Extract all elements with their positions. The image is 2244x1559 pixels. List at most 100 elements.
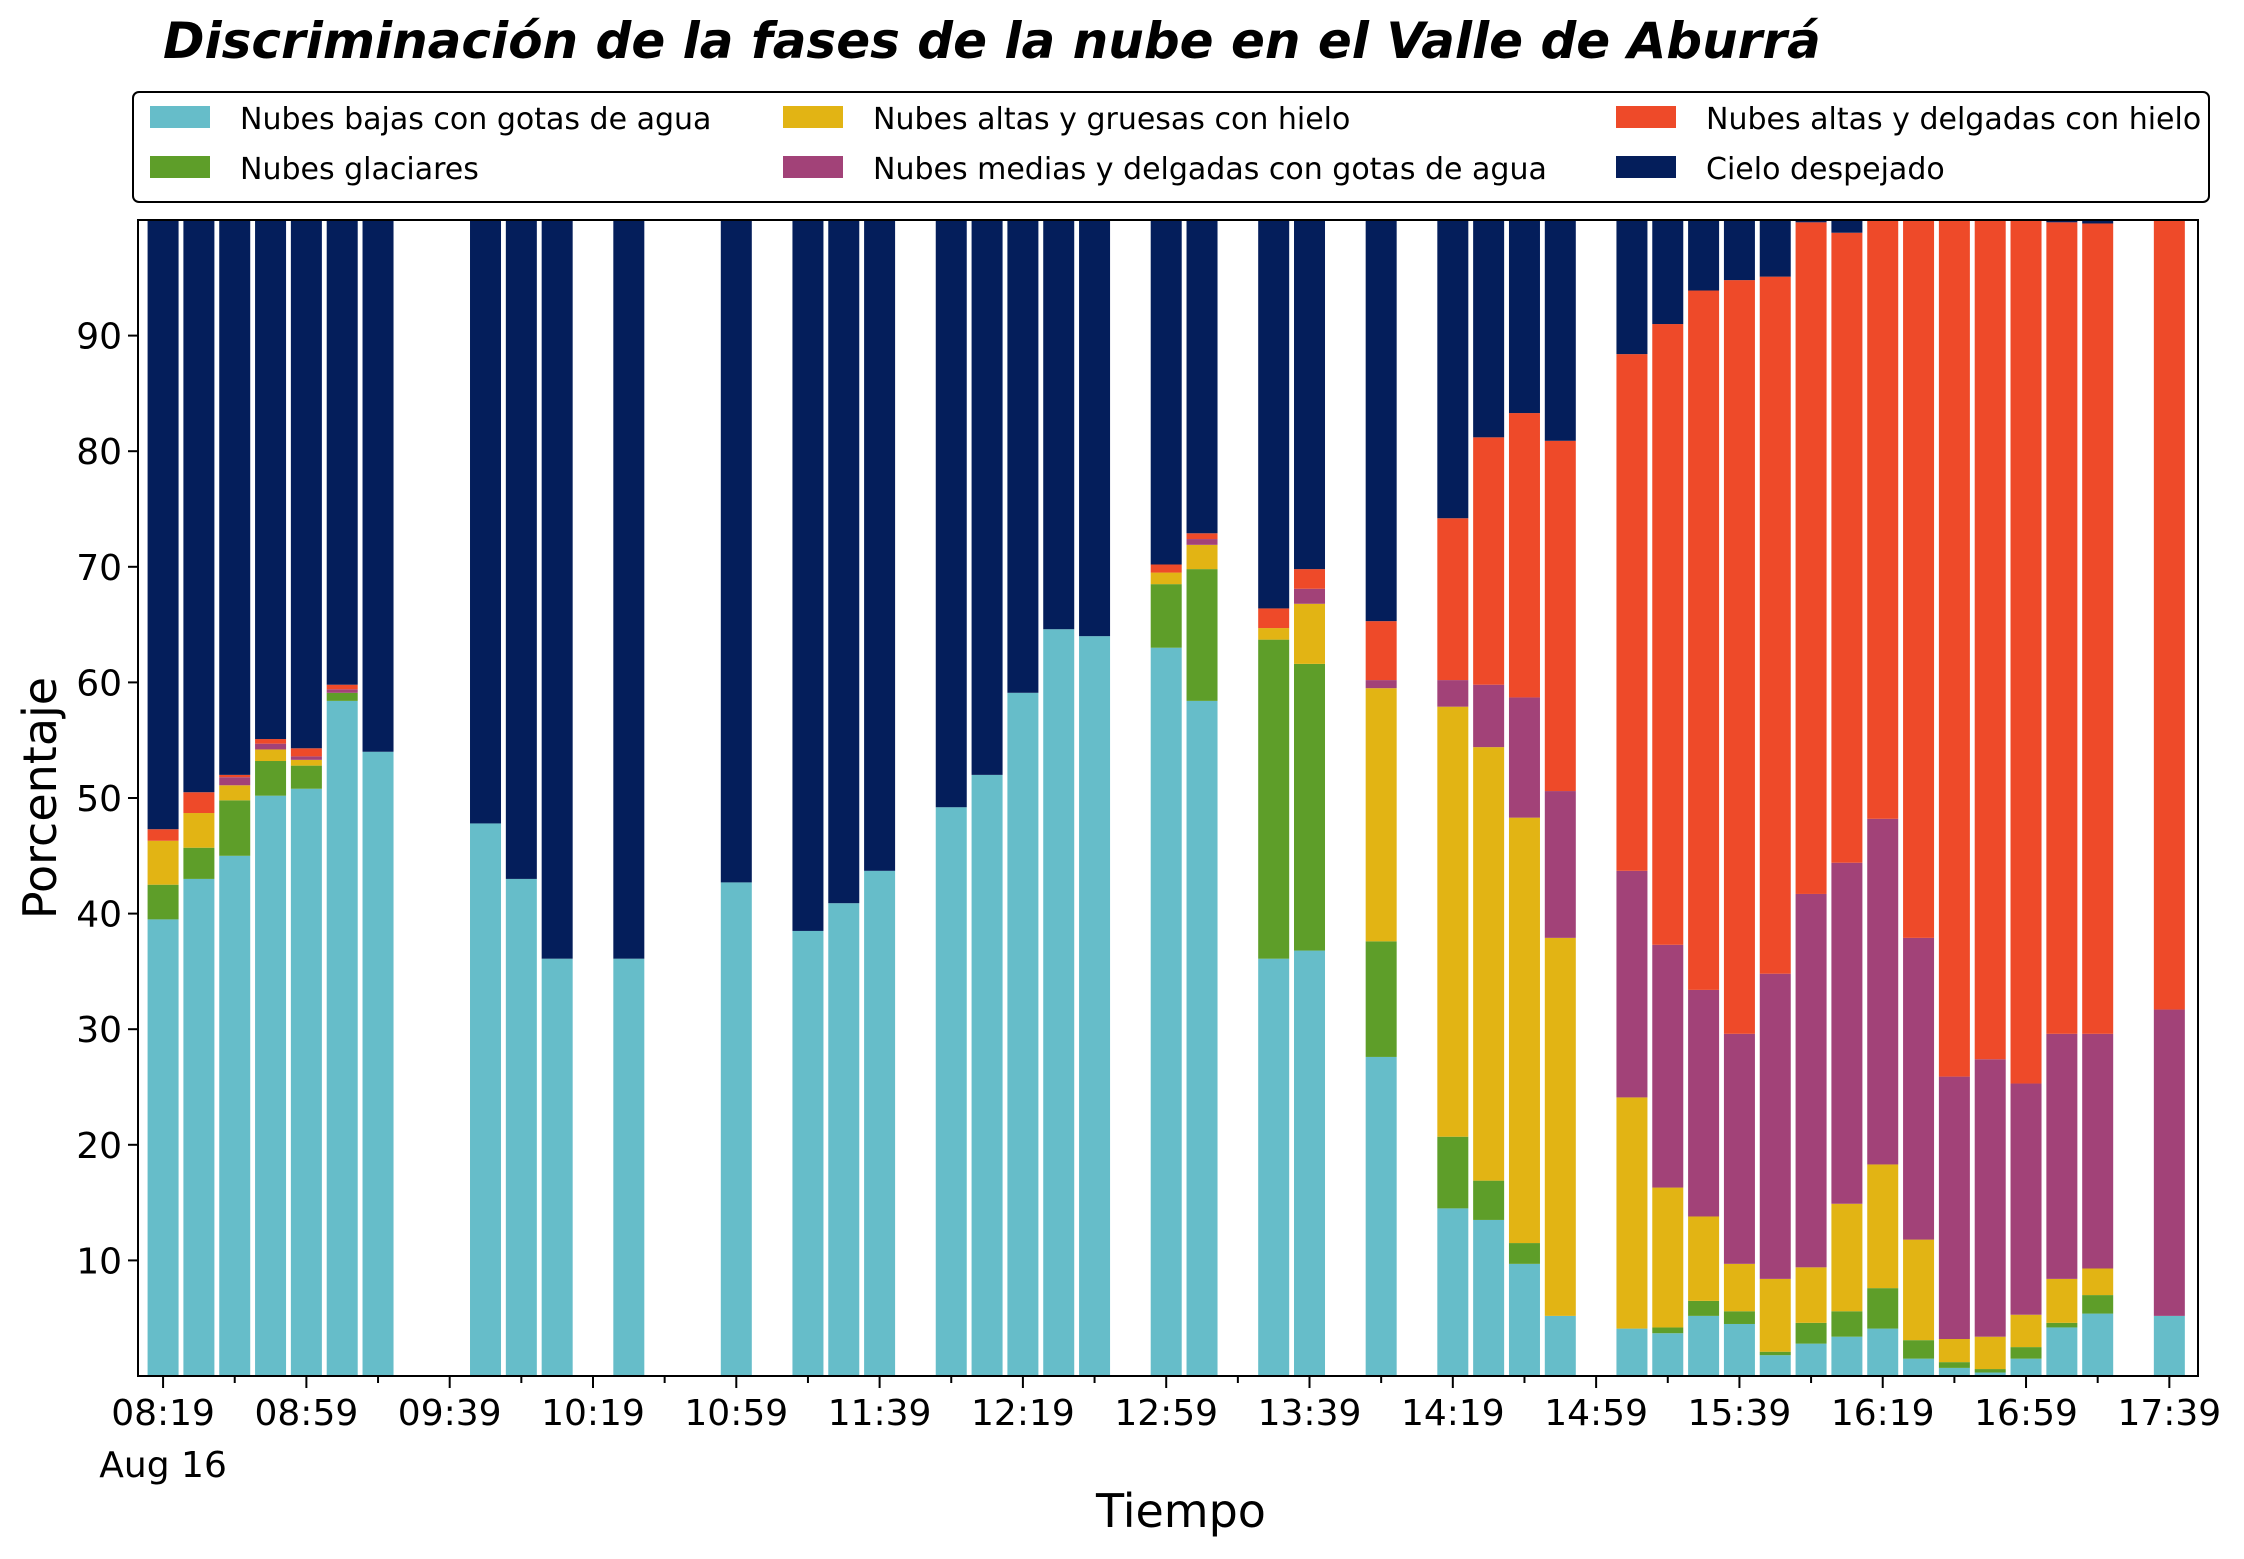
bar-segment [2010,1358,2042,1376]
legend-swatch [1616,156,1676,178]
legend-swatch [783,156,843,178]
bar-segment [2046,1278,2078,1323]
x-axis-title: Tiempo [1095,1484,1266,1538]
bar-segment [326,700,358,1376]
legend-swatch [150,156,210,178]
bar-segment [1437,706,1469,1137]
y-tick-label: 70 [76,548,122,589]
bar-segment [1258,639,1290,959]
bar-segment [1473,437,1505,685]
bar-segment [147,919,179,1376]
bar-segment [362,751,394,1376]
bar-segment [1795,222,1827,894]
bar-segment [1903,1358,1935,1376]
bar-segment [1258,958,1290,1376]
bar-segment [1007,220,1039,693]
bar-segment [1544,791,1576,938]
bar-segment [1688,290,1720,990]
bar-segment [1938,1076,1970,1340]
bar-segment [1186,544,1218,570]
bar-segment [1365,680,1397,689]
y-tick-label: 20 [76,1126,122,1167]
bar-segment [1974,1059,2006,1337]
bar-segment [2153,220,2185,1010]
bar-segment [1258,608,1290,629]
bar-segment [864,870,896,1376]
bar-segment [1831,232,1863,863]
bar-segment [1294,950,1326,1376]
bar-segment [1652,1327,1684,1334]
bar-segment [971,774,1003,1376]
x-tick-label: 08:19 [111,1393,215,1434]
bar-segment [1903,1239,1935,1341]
bar-segment [183,847,215,879]
bar-segment [1365,621,1397,681]
bar-segment [2010,1083,2042,1315]
legend-label: Nubes altas y delgadas con hielo [1706,102,2201,137]
bar-segment [2010,220,2042,1084]
bar-segment [2046,1327,2078,1376]
bar-segment [219,800,251,856]
bar-segment [1294,663,1326,951]
x-tick-label: 14:59 [1544,1393,1648,1434]
bar-segment [1652,944,1684,1188]
bar-segment [1508,817,1540,1244]
bar-segment [1150,584,1182,648]
x-tick-label: 16:59 [1974,1393,2078,1434]
bar-segment [1616,1328,1648,1376]
bar-segment [1867,220,1899,819]
legend-label: Nubes altas y gruesas con hielo [873,102,1350,137]
bar-segment [1903,1340,1935,1359]
bar-segment [1974,1372,2006,1376]
bar-segment [1150,572,1182,585]
bar-segment [1079,220,1111,637]
plot-area: 10 20 30 40 50 60 70 80 90 08:19 08:59 09:39 10:19 1… [76,219,2221,1486]
bar-segment [2153,1009,2185,1316]
bar-segment [1652,1333,1684,1376]
x-tick-label: 10:19 [541,1393,645,1434]
y-axis-title: Porcentaje [13,677,67,919]
bar-segment [1867,1288,1899,1329]
bar-segment [183,220,215,793]
bar-segment [219,785,251,801]
bar-segment [1652,220,1684,325]
bar-segment [147,220,179,830]
bar-segment [290,756,322,760]
bar-segment [219,777,251,786]
bar-segment [1365,220,1397,622]
bar-segment [1079,636,1111,1376]
bar-segment [1795,1267,1827,1323]
legend-label: Nubes medias y delgadas con gotas de agu… [873,152,1547,187]
x-tick-label: 12:59 [1114,1393,1218,1434]
bar-segment [1294,220,1326,570]
bar-segment [1652,1187,1684,1328]
bar-segment [1007,692,1039,1376]
bar-segment [1544,220,1576,441]
bar-segment [1795,893,1827,1268]
bar-segment [290,748,322,757]
x-tick-label: 12:19 [971,1393,1075,1434]
bar-segment [1473,220,1505,438]
bar-segment [147,840,179,885]
bar-segment [505,878,537,1376]
x-tick-label: 17:39 [2117,1393,2221,1434]
bar-segment [1186,700,1218,1376]
bar-segment [255,743,287,750]
bar-segment [2082,1313,2114,1376]
bar-segment [541,958,573,1376]
bar-segment [255,220,287,740]
bar-segment [1938,1362,1970,1368]
bar-segment [1759,276,1791,974]
x-date-label: Aug 16 [99,1445,227,1486]
bar-segment [1759,973,1791,1279]
bar-segment [1723,1263,1755,1312]
bar-segment [1795,1343,1827,1376]
bar-segment [1688,1315,1720,1376]
bar-segment [362,220,394,752]
bar-segment [1186,569,1218,701]
bar-segment [2082,1295,2114,1314]
bar-segment [1365,688,1397,942]
legend-label: Cielo despejado [1706,152,1945,187]
bar-segment [1938,1367,1970,1376]
